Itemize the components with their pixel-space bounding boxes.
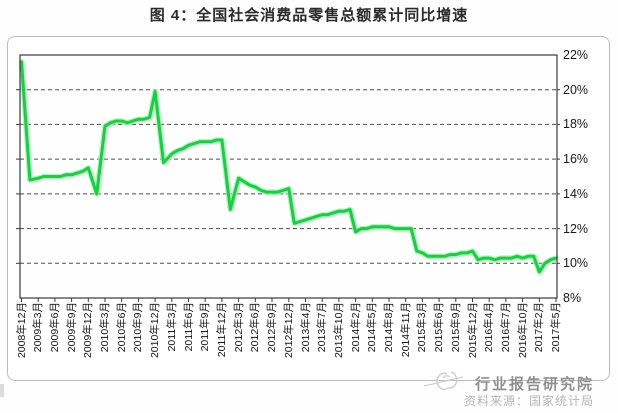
x-tick-label: 2009年9月 [65, 302, 78, 353]
x-tick-label: 2011年3月 [165, 302, 178, 352]
x-tick-label: 2009年12月 [82, 302, 95, 359]
x-tick-label: 2011年6月 [182, 302, 195, 352]
watermark: 行业报告研究院 资料来源：国家统计局 [423, 370, 594, 409]
y-tick-label: 18% [563, 117, 589, 132]
x-tick-label: 2016年10月 [516, 302, 529, 359]
left-edge-divider [0, 384, 4, 397]
watermark-brand: 行业报告研究院 [474, 376, 594, 393]
x-tick-label: 2011年12月 [215, 302, 228, 358]
plot-area [20, 55, 557, 298]
y-tick-label: 12% [563, 221, 589, 236]
x-tick-label: 2013年4月 [299, 302, 312, 353]
x-tick-label: 2012年3月 [232, 302, 245, 353]
x-tick-label: 2014年8月 [383, 302, 395, 353]
x-tick-label: 2017年2月 [533, 302, 546, 353]
x-tick-label: 2010年12月 [149, 302, 162, 359]
x-tick-label: 2017年5月 [550, 302, 562, 353]
x-tick-label: 2013年7月 [316, 302, 329, 353]
watermark-logo-icon [423, 370, 467, 397]
x-tick-label: 2014年11月 [399, 302, 412, 358]
x-tick-label: 2016年4月 [483, 302, 496, 353]
y-tick-label: 20% [563, 82, 589, 97]
x-tick-label: 2010年6月 [115, 302, 128, 353]
x-tick-label: 2012年9月 [266, 302, 278, 353]
x-tick-label: 2012年12月 [282, 302, 295, 359]
x-tick-label: 2010年3月 [99, 302, 111, 353]
axis-ticks [16, 89, 560, 302]
x-tick-label: 2015年9月 [449, 302, 462, 353]
plot-border [19, 54, 558, 299]
x-tick-label: 2014年5月 [366, 302, 379, 353]
x-tick-label: 2012年6月 [249, 302, 262, 353]
y-tick-label: 8% [563, 291, 582, 305]
x-tick-label: 2008年12月 [15, 302, 28, 359]
page-title: 图 4：全国社会消费品零售总额累计同比增速 [149, 7, 469, 24]
y-tick-label: 10% [563, 256, 589, 271]
x-tick-label: 2009年6月 [48, 302, 61, 353]
x-tick-label: 2010年9月 [132, 302, 145, 353]
x-tick-label: 2009年3月 [32, 302, 45, 353]
x-tick-label: 2015年12月 [466, 302, 479, 359]
x-tick-label: 2015年3月 [416, 302, 429, 353]
y-tick-label: 14% [563, 186, 589, 201]
y-tick-label: 22% [563, 48, 589, 62]
x-tick-label: 2015年6月 [433, 302, 446, 353]
watermark-source: 资料来源：国家统计局 [463, 394, 594, 408]
x-tick-label: 2011年9月 [199, 302, 212, 352]
x-tick-label: 2013年10月 [332, 302, 345, 359]
retail-growth-line [18, 59, 559, 275]
x-tick-label: 2014年2月 [349, 302, 362, 353]
x-tick-label: 2016年7月 [499, 302, 512, 353]
y-tick-label: 16% [563, 152, 589, 167]
